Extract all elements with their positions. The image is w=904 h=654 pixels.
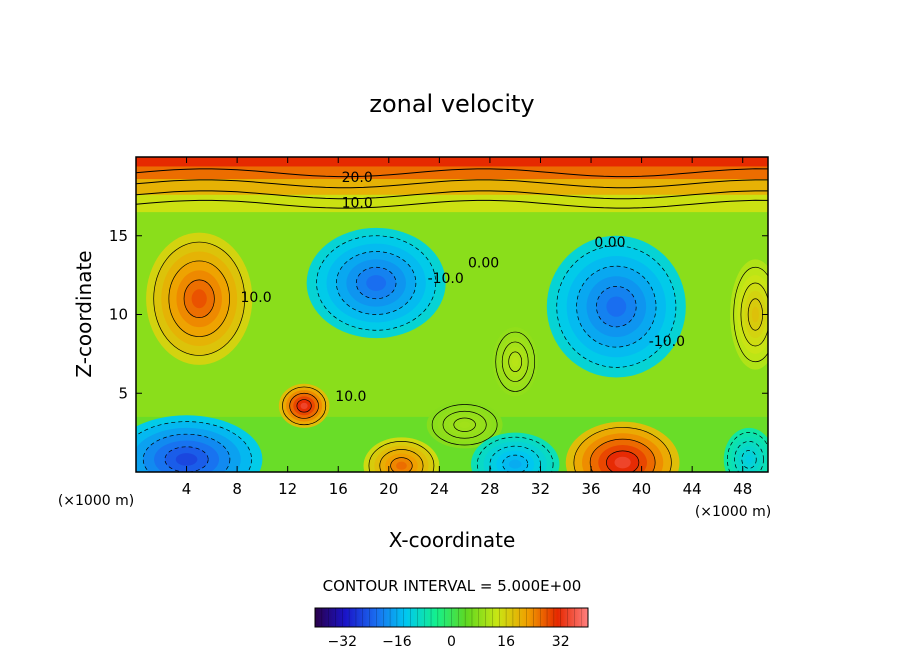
y-tick-label: 10 <box>109 306 128 324</box>
contour-interval-label: CONTOUR INTERVAL = 5.000E+00 <box>323 577 582 595</box>
x-tick-label: 28 <box>480 480 499 498</box>
colorbar: −32 −16 0 16 32 <box>314 607 589 650</box>
field-max-1 <box>278 383 330 428</box>
field-min-10 <box>470 432 560 472</box>
field-max-2 <box>565 421 680 472</box>
contour-label: -10.0 <box>428 271 464 287</box>
field-min-11 <box>723 427 768 472</box>
field-max-3 <box>363 437 440 472</box>
x-units-left: (×1000 m) <box>58 493 134 509</box>
x-tick-label: 48 <box>733 480 752 498</box>
y-tick-label: 5 <box>118 384 128 402</box>
x-axis-title: X-coordinate <box>389 528 516 552</box>
y-axis-title: Z-coordinate <box>72 250 96 377</box>
field-min-9 <box>136 415 263 472</box>
colorbar-tick-label: 32 <box>552 634 570 650</box>
contour-label: -10.0 <box>649 334 685 350</box>
colorbar-tick-label: −32 <box>328 634 358 650</box>
contour-label: 0.00 <box>468 255 499 271</box>
x-tick-label: 32 <box>531 480 550 498</box>
chart-title: zonal velocity <box>369 90 534 118</box>
colorbar-tick-label: 16 <box>497 634 515 650</box>
x-tick-label: 44 <box>683 480 702 498</box>
plot-area <box>135 156 769 473</box>
colorbar-tick-label: −16 <box>382 634 412 650</box>
x-tick-label: 16 <box>329 480 348 498</box>
field-max-4 <box>730 259 768 370</box>
x-tick-label: 8 <box>232 480 242 498</box>
y-tick-label: 15 <box>109 227 128 245</box>
contour-label: 20.0 <box>342 170 373 186</box>
x-tick-label: 36 <box>581 480 600 498</box>
x-axis: 4 8 12 16 20 24 28 32 36 40 44 48 <box>182 157 752 498</box>
x-tick-label: 40 <box>632 480 651 498</box>
field-min-7 <box>306 227 446 339</box>
x-units-right: (×1000 m) <box>695 504 771 520</box>
contour-labels: 20.010.00.00-10.010.010.00.00-10.0 <box>240 170 685 405</box>
x-tick-label: 24 <box>430 480 449 498</box>
y-axis: 5 10 15 <box>109 227 768 402</box>
contour-label: 10.0 <box>240 290 271 306</box>
contour-label: 10.0 <box>342 195 373 211</box>
x-tick-label: 12 <box>278 480 297 498</box>
contour-label: 0.00 <box>594 235 625 251</box>
field-min-8 <box>546 235 686 378</box>
field-max-6 <box>426 401 503 449</box>
x-tick-label: 20 <box>379 480 398 498</box>
field-max-0 <box>146 232 253 365</box>
x-tick-label: 4 <box>182 480 192 498</box>
colorbar-tick-label: 0 <box>447 634 456 650</box>
contour-label: 10.0 <box>335 389 366 405</box>
field-max-5 <box>492 327 538 397</box>
